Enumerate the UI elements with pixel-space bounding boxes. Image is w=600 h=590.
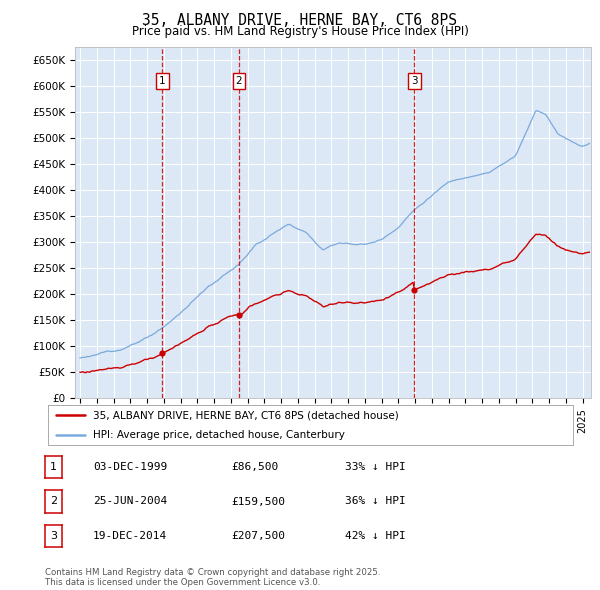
- Text: 19-DEC-2014: 19-DEC-2014: [93, 531, 167, 540]
- Text: 33% ↓ HPI: 33% ↓ HPI: [345, 463, 406, 472]
- Text: 2: 2: [236, 76, 242, 86]
- Text: £159,500: £159,500: [231, 497, 285, 506]
- Text: 2: 2: [50, 497, 57, 506]
- Text: 36% ↓ HPI: 36% ↓ HPI: [345, 497, 406, 506]
- Text: 25-JUN-2004: 25-JUN-2004: [93, 497, 167, 506]
- Text: 1: 1: [159, 76, 166, 86]
- Text: Price paid vs. HM Land Registry's House Price Index (HPI): Price paid vs. HM Land Registry's House …: [131, 25, 469, 38]
- Text: 3: 3: [411, 76, 418, 86]
- Text: 1: 1: [50, 463, 57, 472]
- Text: 42% ↓ HPI: 42% ↓ HPI: [345, 531, 406, 540]
- Text: HPI: Average price, detached house, Canterbury: HPI: Average price, detached house, Cant…: [92, 431, 344, 440]
- Text: 35, ALBANY DRIVE, HERNE BAY, CT6 8PS (detached house): 35, ALBANY DRIVE, HERNE BAY, CT6 8PS (de…: [92, 411, 398, 420]
- Text: £86,500: £86,500: [231, 463, 278, 472]
- Text: 3: 3: [50, 531, 57, 540]
- Text: 03-DEC-1999: 03-DEC-1999: [93, 463, 167, 472]
- Text: 35, ALBANY DRIVE, HERNE BAY, CT6 8PS: 35, ALBANY DRIVE, HERNE BAY, CT6 8PS: [143, 13, 458, 28]
- Text: Contains HM Land Registry data © Crown copyright and database right 2025.
This d: Contains HM Land Registry data © Crown c…: [45, 568, 380, 587]
- Text: £207,500: £207,500: [231, 531, 285, 540]
